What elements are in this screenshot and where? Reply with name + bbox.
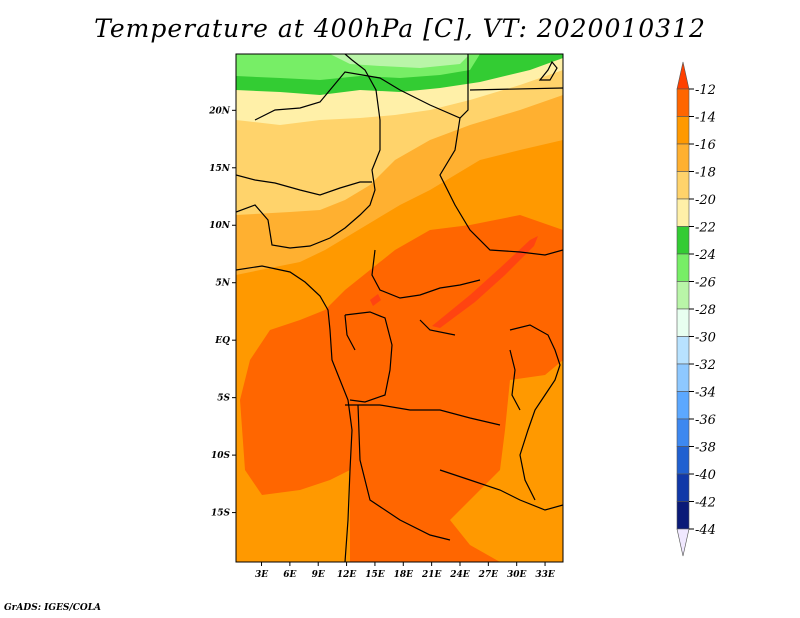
colorbar-swatch: [676, 143, 690, 172]
colorbar-label: -36: [695, 413, 716, 428]
colorbar-label: -28: [695, 303, 716, 318]
colorbar-label: -26: [695, 276, 716, 291]
colorbar-label: -18: [695, 166, 716, 181]
colorbar-label: -44: [695, 523, 716, 538]
y-tick-label: 15S: [211, 509, 231, 519]
colorbar-swatch: [676, 226, 690, 255]
colorbar-label: -20: [695, 193, 716, 208]
y-tick-label: EQ: [214, 336, 230, 346]
y-tick-label: 5N: [216, 279, 231, 289]
colorbar-swatch: [676, 473, 690, 502]
temp-band-m28: [330, 54, 470, 68]
colorbar-swatch: [676, 446, 690, 475]
colorbar-swatch: [676, 281, 690, 310]
y-axis: 20N 15N 10N 5N EQ 5S 10S 15S: [208, 106, 236, 519]
x-tick-label: 21E: [421, 570, 442, 580]
colorbar-label: -16: [695, 138, 716, 153]
colorbar-swatch: [676, 336, 690, 365]
colorbar-label: -32: [695, 358, 716, 373]
x-tick-label: 3E: [255, 570, 268, 580]
colorbar-swatch: [676, 501, 690, 530]
colorbar-label: -14: [695, 111, 716, 126]
colorbar-label: -24: [695, 248, 716, 263]
colorbar-swatch: [676, 253, 690, 282]
colorbar-max-triangle: [676, 61, 690, 90]
colorbar-label: -38: [695, 441, 716, 456]
temp-max-streak: [432, 236, 538, 328]
y-tick-label: 5S: [217, 394, 230, 404]
colorbar-min-triangle: [676, 528, 690, 557]
x-tick-label: 30E: [507, 570, 527, 580]
grads-credit: GrADS: IGES/COLA: [4, 603, 102, 613]
colorbar-label: -12: [695, 83, 716, 98]
map-frame: [235, 53, 564, 563]
colorbar-swatch: [676, 363, 690, 392]
colorbar-swatch: [676, 308, 690, 337]
colorbar-label: -40: [695, 468, 716, 483]
x-tick-label: 12E: [337, 570, 357, 580]
colorbar-label: -34: [695, 386, 716, 401]
x-tick-label: 6E: [283, 570, 296, 580]
y-tick-label: 15N: [209, 164, 231, 174]
colorbar-swatch: [676, 171, 690, 200]
x-tick-label: 24E: [449, 570, 470, 580]
y-tick-label: 20N: [208, 106, 231, 116]
colorbar-swatch: [676, 418, 690, 447]
colorbar: -12 -14 -16 -18 -20 -22 -24 -26 -28 -30 -32 -34 -36 -…: [676, 61, 716, 557]
x-axis: 3E 6E 9E 12E 15E 18E 21E 24E 27E 30E 33E: [255, 562, 555, 580]
temperature-map: [236, 54, 563, 562]
x-tick-label: 27E: [478, 570, 499, 580]
colorbar-swatch: [676, 198, 690, 227]
colorbar-swatch: [676, 116, 690, 145]
x-tick-label: 18E: [394, 570, 414, 580]
y-tick-label: 10S: [211, 451, 231, 461]
y-tick-label: 10N: [209, 221, 231, 231]
colorbar-label: -22: [695, 221, 716, 236]
colorbar-swatch: [676, 391, 690, 420]
chart-title: Temperature at 400hPa [C], VT: 202001031…: [94, 14, 706, 43]
x-tick-label: 9E: [312, 570, 325, 580]
colorbar-label: -30: [695, 331, 716, 346]
colorbar-swatch: [676, 88, 690, 117]
x-tick-label: 33E: [535, 570, 555, 580]
coastlines-borders: [236, 54, 563, 562]
colorbar-label: -42: [695, 496, 716, 511]
temp-band-m16-south: [236, 490, 345, 562]
x-tick-label: 15E: [365, 570, 385, 580]
temp-max-spot: [370, 294, 381, 306]
